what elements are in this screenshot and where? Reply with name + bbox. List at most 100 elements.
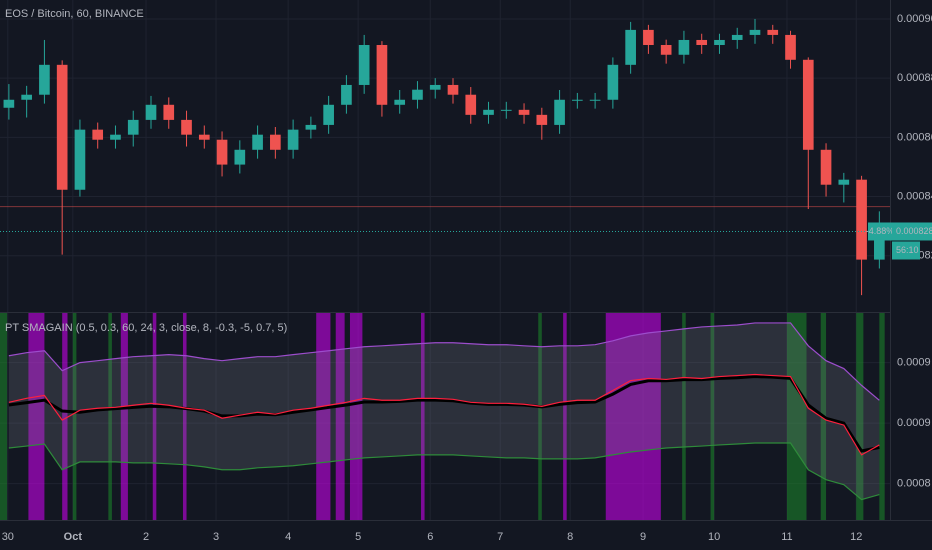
- candle-body: [145, 104, 157, 120]
- x-tick-label: 7: [497, 531, 503, 543]
- signal-highlight: [710, 313, 715, 520]
- candle-body: [785, 34, 796, 60]
- countdown-badge: [892, 241, 920, 260]
- candle-body: [358, 44, 370, 85]
- signal-highlight: [538, 313, 542, 520]
- candle-body: [216, 139, 228, 165]
- candle-body: [731, 34, 743, 40]
- indicator-line: [8, 442, 880, 501]
- candle-body: [74, 129, 86, 190]
- signal-highlight: [62, 313, 68, 520]
- candle-body: [412, 89, 423, 100]
- candle-body: [323, 104, 334, 125]
- x-tick-label: 3: [213, 531, 219, 543]
- signal-highlight: [120, 313, 128, 520]
- candle-body: [429, 84, 441, 90]
- candle-body: [56, 64, 68, 190]
- signal-highlight: [152, 313, 157, 520]
- y-tick-label: 0.0008: [897, 478, 931, 490]
- signal-highlight: [786, 313, 807, 520]
- candle-body: [270, 134, 281, 150]
- candle-body: [252, 134, 263, 150]
- signal-highlight: [605, 313, 661, 520]
- candle-body: [518, 109, 530, 115]
- candle-body: [394, 99, 406, 105]
- candle-body: [127, 119, 139, 135]
- x-tick-label: 2: [143, 531, 149, 543]
- candle-body: [234, 149, 246, 165]
- indicator-line: [8, 373, 880, 456]
- candle-body: [341, 84, 352, 105]
- x-tick-label: 5: [355, 531, 361, 543]
- y-tick-label: 0.0008600: [897, 131, 932, 143]
- band-fill: [8, 322, 880, 500]
- countdown-label: 56:10: [896, 245, 919, 255]
- candle-body: [696, 39, 708, 45]
- candle-body: [874, 229, 885, 260]
- signal-highlight: [421, 313, 425, 520]
- signal-highlight: [335, 313, 345, 520]
- candle-body: [181, 119, 192, 135]
- signal-highlight: [856, 313, 864, 520]
- candle-body: [678, 39, 690, 55]
- candle-body: [483, 109, 494, 115]
- candle-body: [554, 99, 565, 125]
- signal-highlight: [182, 313, 187, 520]
- chart-title: EOS / Bitcoin, 60, BINANCE: [5, 8, 144, 20]
- candle-body: [465, 94, 477, 115]
- last-price-badge: [892, 222, 932, 241]
- change-badge: [868, 222, 892, 241]
- indicator-line: [8, 322, 880, 401]
- x-tick-label: 11: [781, 531, 792, 543]
- x-tick-label: 6: [427, 531, 433, 543]
- last-price-label: 0.0008282: [896, 226, 932, 236]
- signal-highlight: [0, 313, 8, 520]
- y-tick-label: 0.0008800: [897, 72, 932, 84]
- signal-highlight: [682, 313, 686, 520]
- signal-highlight: [349, 313, 363, 520]
- candle-body: [589, 99, 601, 101]
- candle-body: [3, 99, 15, 108]
- y-tick-label: 0.0009: [897, 357, 931, 369]
- signal-highlight: [72, 313, 77, 520]
- candle-body: [198, 134, 210, 140]
- candle-body: [625, 29, 636, 65]
- change-label: -4.88%: [866, 226, 895, 236]
- candle-body: [110, 134, 121, 140]
- indicator-line: [8, 375, 880, 453]
- candle-body: [536, 114, 548, 125]
- candle-body: [287, 129, 299, 150]
- candle-body: [749, 29, 761, 35]
- signal-highlight: [879, 313, 885, 520]
- candle-body: [607, 64, 619, 100]
- y-tick-label: 0.0009: [897, 417, 931, 429]
- candle-body: [838, 179, 850, 185]
- candle-body: [39, 64, 50, 95]
- x-tick-label: 12: [850, 531, 862, 543]
- signal-highlight: [316, 313, 331, 520]
- candle-body: [447, 84, 459, 95]
- x-tick-label: 4: [285, 531, 291, 543]
- candle-body: [660, 44, 672, 55]
- candle-body: [767, 29, 779, 35]
- candle-body: [643, 29, 654, 45]
- candle-body: [163, 104, 175, 120]
- y-tick-label: 0.0009000: [897, 13, 932, 25]
- signal-highlight: [108, 313, 112, 520]
- x-tick-label: 30: [2, 531, 14, 543]
- candle-body: [856, 179, 867, 260]
- candle-body: [92, 129, 104, 140]
- signal-highlight: [28, 313, 45, 520]
- candle-body: [820, 149, 832, 185]
- y-tick-label: 0.0008400: [897, 190, 932, 202]
- candle-body: [572, 99, 583, 101]
- candle-body: [305, 124, 317, 130]
- signal-highlight: [563, 313, 567, 520]
- x-tick-label: Oct: [64, 531, 83, 543]
- candle-body: [21, 94, 32, 100]
- indicator-title: PT SMAGAIN (0.5, 0.3, 60, 24, 3, close, …: [5, 322, 287, 334]
- x-tick-label: 8: [567, 531, 573, 543]
- x-tick-label: 10: [708, 531, 720, 543]
- candle-body: [802, 59, 814, 150]
